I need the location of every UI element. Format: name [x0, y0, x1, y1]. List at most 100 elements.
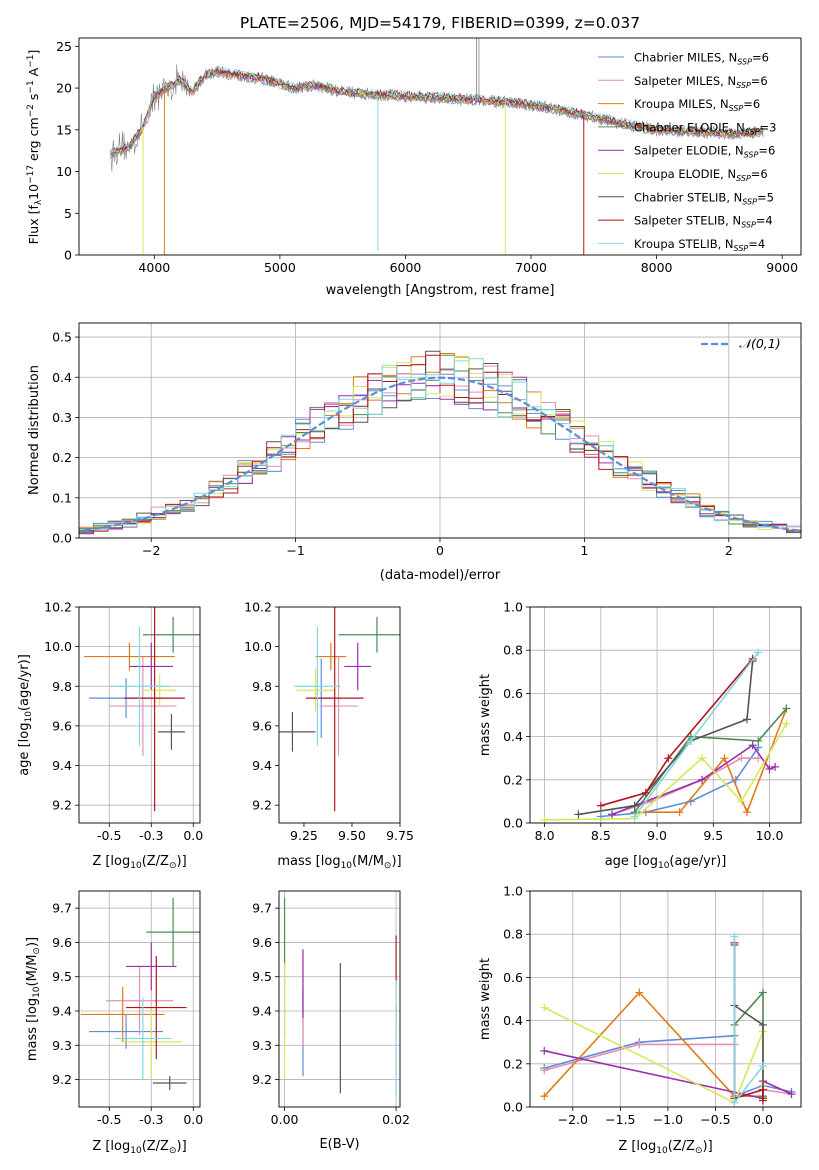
y-tick-label: 0.8	[503, 643, 523, 658]
model-line-kroupa-stelib	[110, 66, 764, 155]
weight-line	[733, 945, 764, 1099]
z-mass-frame	[78, 890, 201, 1108]
y-tick-label: 9.5	[252, 969, 272, 984]
legend-label: Salpeter STELIB, NSSP=4	[634, 214, 773, 230]
y-tick-label: 9.8	[252, 679, 272, 694]
residual-ticks: −2 −1 0 1 2 0.0 0.1 0.2 0.3 0.4 0.5	[52, 323, 801, 558]
y-tick-label: 0.4	[503, 729, 523, 744]
y-tick-label: 0.4	[52, 370, 72, 385]
age-weight-ylabel: mass weight	[478, 674, 493, 756]
y-tick-label: 9.4	[252, 1004, 272, 1019]
residual-xlabel: (data-model)/error	[380, 568, 501, 583]
x-tick-label: 2	[725, 543, 733, 558]
weight-line	[600, 658, 754, 807]
mass-age-xlabel: mass [log10(M/M⊙)]	[277, 854, 401, 871]
x-tick-label: −2.0	[558, 1112, 588, 1127]
age-weight-xlabel: age [log10(age/yr)]	[605, 854, 727, 871]
z-mass-xlabel: Z [log10(Z/Z⊙)]	[92, 1139, 186, 1156]
age-weight-ticks: 8.0 8.5 9.0 9.5 10.0 0.0 0.2 0.4 0.6 0.8 1.0	[503, 600, 801, 843]
y-tick-label: 10	[56, 164, 72, 179]
y-tick-label: 0.1	[52, 490, 72, 505]
mass-age-plot-area	[279, 607, 400, 812]
y-tick-label: 0.2	[52, 450, 72, 465]
ebv-mass-frame	[278, 890, 401, 1108]
x-tick-label: 9.25	[290, 828, 318, 843]
ebv-mass-ticks: 0.00 0.02 9.2 9.3 9.4 9.5 9.6 9.7	[252, 891, 410, 1127]
legend-label: Salpeter MILES, NSSP=6	[634, 74, 768, 90]
x-tick-label: -0.5	[97, 828, 121, 843]
legend-label: Chabrier MILES, NSSP=6	[634, 51, 769, 67]
legend-label: Chabrier STELIB, NSSP=5	[634, 190, 774, 206]
legend-label: Chabrier ELODIE, NSSP=3	[634, 120, 776, 136]
x-tick-label: 9.0	[647, 828, 667, 843]
y-tick-label: 9.4	[252, 758, 272, 773]
z-weight-plot-area	[540, 932, 796, 1107]
x-tick-label: 9000	[766, 260, 798, 275]
x-tick-label: 0	[436, 543, 444, 558]
y-tick-label: 9.6	[52, 718, 72, 733]
z-weight-xlabel: Z [log10(Z/Z⊙)]	[618, 1139, 712, 1156]
y-tick-label: 9.4	[52, 1004, 72, 1019]
z-weight-frame	[529, 890, 802, 1108]
y-tick-label: 10.0	[244, 639, 272, 654]
spectrum-plot-area	[110, 38, 764, 255]
x-tick-label: 10.0	[756, 828, 784, 843]
x-tick-label: 9.75	[386, 828, 414, 843]
x-tick-label: -0.3	[139, 1112, 163, 1127]
x-tick-label: 8.0	[535, 828, 555, 843]
x-tick-label: −2	[142, 543, 160, 558]
y-tick-label: 0.6	[503, 970, 523, 985]
y-tick-label: 25	[56, 39, 72, 54]
x-tick-label: 9.50	[338, 828, 366, 843]
y-tick-label: 9.2	[52, 1072, 72, 1087]
weight-line	[543, 1006, 764, 1104]
z-mass-ticks: -0.5 -0.3 0.0 9.2 9.3 9.4 9.5 9.6 9.7	[52, 891, 203, 1127]
mass-age-frame	[278, 606, 401, 824]
y-tick-label: 9.6	[252, 718, 272, 733]
legend-label: Kroupa MILES, NSSP=6	[634, 97, 760, 113]
ebv-mass-plot-area	[283, 897, 397, 1097]
z-age-ylabel: age [log10(age/yr)]	[17, 654, 34, 776]
weight-line	[543, 991, 764, 1099]
y-tick-label: 0.6	[503, 686, 523, 701]
legend-label: Kroupa ELODIE, NSSP=6	[634, 167, 768, 183]
x-tick-label: −1	[286, 543, 304, 558]
residual-plot-area	[79, 350, 801, 536]
y-tick-label: 20	[56, 81, 72, 96]
y-tick-label: 0.5	[52, 330, 72, 345]
residual-legend: 𝒩(0,1)	[701, 336, 781, 351]
y-tick-label: 0.3	[52, 410, 72, 425]
model-line-kroupa-elodie	[110, 68, 764, 156]
y-tick-label: 0.0	[52, 531, 72, 546]
mass-age-ticks: 9.25 9.50 9.75 9.2 9.4 9.6 9.8 10.0 10.2	[244, 600, 414, 844]
spectrum-frame	[78, 37, 802, 256]
residual-ylabel: Normed distribution	[27, 365, 42, 495]
y-tick-label: 9.8	[52, 679, 72, 694]
y-tick-label: 0.0	[503, 816, 523, 831]
z-age-plot-area	[84, 607, 200, 812]
legend-label: Salpeter ELODIE, NSSP=6	[634, 144, 775, 160]
y-tick-label: 9.7	[52, 901, 72, 916]
x-tick-label: −0.5	[700, 1112, 730, 1127]
x-tick-label: 1	[580, 543, 588, 558]
spectrum-legend: Chabrier MILES, NSSP=6 Salpeter MILES, NS…	[598, 51, 776, 253]
x-tick-label: 0.0	[183, 828, 203, 843]
gaussian-curve	[79, 376, 801, 533]
y-tick-label: 0	[64, 248, 72, 263]
y-tick-label: 15	[56, 122, 72, 137]
x-tick-label: 0.0	[753, 1112, 773, 1127]
y-tick-label: 0.4	[503, 1013, 523, 1028]
residual-frame	[78, 322, 802, 539]
y-tick-label: 9.7	[252, 901, 272, 916]
x-tick-label: −1.0	[653, 1112, 683, 1127]
y-tick-label: 0.0	[503, 1100, 523, 1115]
y-tick-label: 9.3	[252, 1038, 272, 1053]
x-tick-label: 8.5	[591, 828, 611, 843]
y-tick-label: 10.0	[44, 639, 72, 654]
histogram-kroupa-stelib	[79, 358, 801, 533]
y-tick-label: 0.2	[503, 772, 523, 787]
y-tick-label: 9.3	[52, 1038, 72, 1053]
y-tick-label: 9.6	[252, 935, 272, 950]
y-tick-label: 9.4	[52, 758, 72, 773]
